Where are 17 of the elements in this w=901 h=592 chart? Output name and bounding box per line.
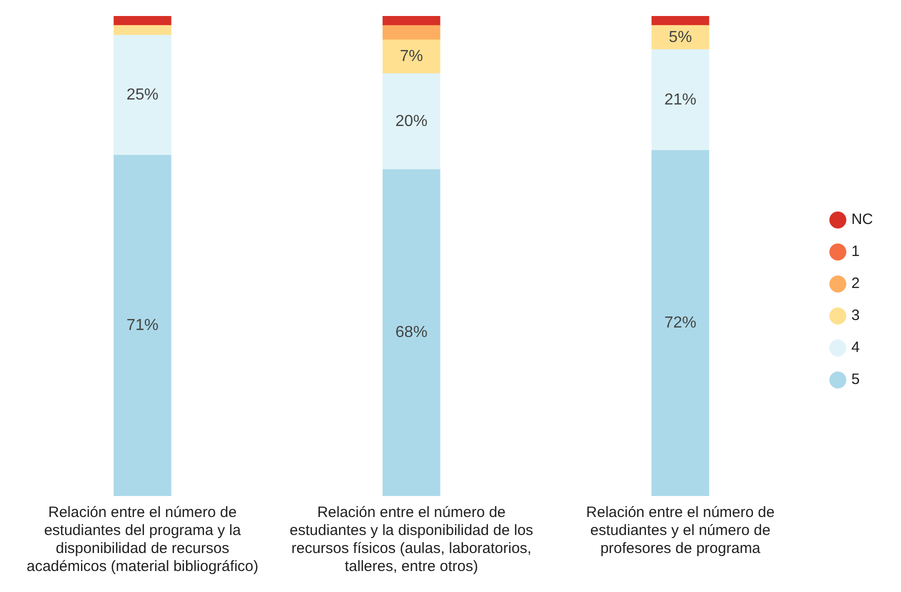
legend-label: 4	[851, 339, 860, 356]
data-label: 21%	[664, 91, 696, 108]
legend-label: 5	[851, 371, 860, 388]
data-label: 5%	[668, 29, 692, 46]
data-label: 7%	[400, 48, 423, 66]
x-tick-label: Relación entre el número de estudiantes y la disponibilidad de los recursos físicos (aulas, laboratorios, talleres, entre otros)	[290, 504, 534, 576]
legend-label: 3	[851, 307, 860, 324]
legend-label: 2	[851, 275, 860, 292]
data-label: 71%	[126, 317, 158, 334]
legend-label: NC	[851, 211, 874, 228]
data-label: 72%	[664, 314, 696, 332]
data-label: 68%	[395, 324, 428, 342]
x-tick-label: Relación entre el número de estudiantes y el número de profesores de programa	[586, 504, 775, 558]
legend-label: 1	[851, 243, 860, 260]
data-label: 20%	[395, 113, 428, 130]
data-label: 25%	[126, 86, 158, 104]
x-tick-label: Relación entre el número de estudiantes del programa y la disponibilidad de recursos académicos (material bibliográfico)	[26, 504, 258, 576]
